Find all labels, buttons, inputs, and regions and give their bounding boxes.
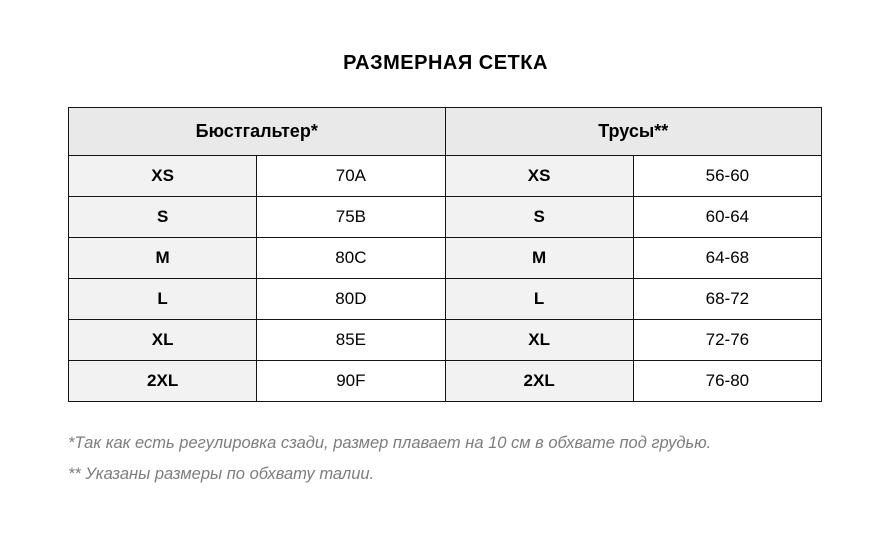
bra-size-cell: L xyxy=(67,278,258,320)
bra-size-cell: XL xyxy=(67,319,258,361)
table-header-bra: Бюстгальтер* xyxy=(68,107,446,156)
panty-value-cell: 72-76 xyxy=(632,319,823,361)
footnotes: *Так как есть регулировка сзади, размер … xyxy=(68,428,858,489)
table-row: XS 70A XS 56-60 xyxy=(67,155,823,197)
page-title: РАЗМЕРНАЯ СЕТКА xyxy=(343,52,548,74)
panty-value-cell: 56-60 xyxy=(632,155,823,197)
footnote-panties: ** Указаны размеры по обхвату талии. xyxy=(68,464,375,483)
table-header-row: Бюстгальтер* Трусы** xyxy=(68,107,822,156)
panty-size-cell: 2XL xyxy=(444,360,634,402)
panty-value-cell: 60-64 xyxy=(632,196,823,238)
bra-value-cell: 80C xyxy=(256,237,446,279)
bra-size-cell: S xyxy=(67,196,258,238)
table-row: L 80D L 68-72 xyxy=(67,278,823,320)
bra-value-cell: 70A xyxy=(256,155,446,197)
size-table: Бюстгальтер* Трусы** XS 70A XS 56-60 S 7… xyxy=(67,107,823,402)
bra-value-cell: 75B xyxy=(256,196,446,238)
bra-value-cell: 90F xyxy=(256,360,446,402)
bra-size-cell: 2XL xyxy=(67,360,258,402)
panty-size-cell: M xyxy=(444,237,634,279)
panty-size-cell: S xyxy=(444,196,634,238)
panty-value-cell: 76-80 xyxy=(632,360,823,402)
bra-size-cell: M xyxy=(67,237,258,279)
panty-size-cell: XS xyxy=(444,155,634,197)
panty-size-cell: L xyxy=(444,278,634,320)
panty-size-cell: XL xyxy=(444,319,634,361)
panty-value-cell: 68-72 xyxy=(632,278,823,320)
table-row: M 80C M 64-68 xyxy=(67,237,823,279)
table-header-panties: Трусы** xyxy=(444,107,822,156)
bra-size-cell: XS xyxy=(67,155,258,197)
table-row: S 75B S 60-64 xyxy=(67,196,823,238)
panty-value-cell: 64-68 xyxy=(632,237,823,279)
bra-value-cell: 80D xyxy=(256,278,446,320)
footnote-bra: *Так как есть регулировка сзади, размер … xyxy=(68,434,712,452)
bra-value-cell: 85E xyxy=(256,319,446,361)
table-row: 2XL 90F 2XL 76-80 xyxy=(67,360,823,402)
table-row: XL 85E XL 72-76 xyxy=(67,319,823,361)
